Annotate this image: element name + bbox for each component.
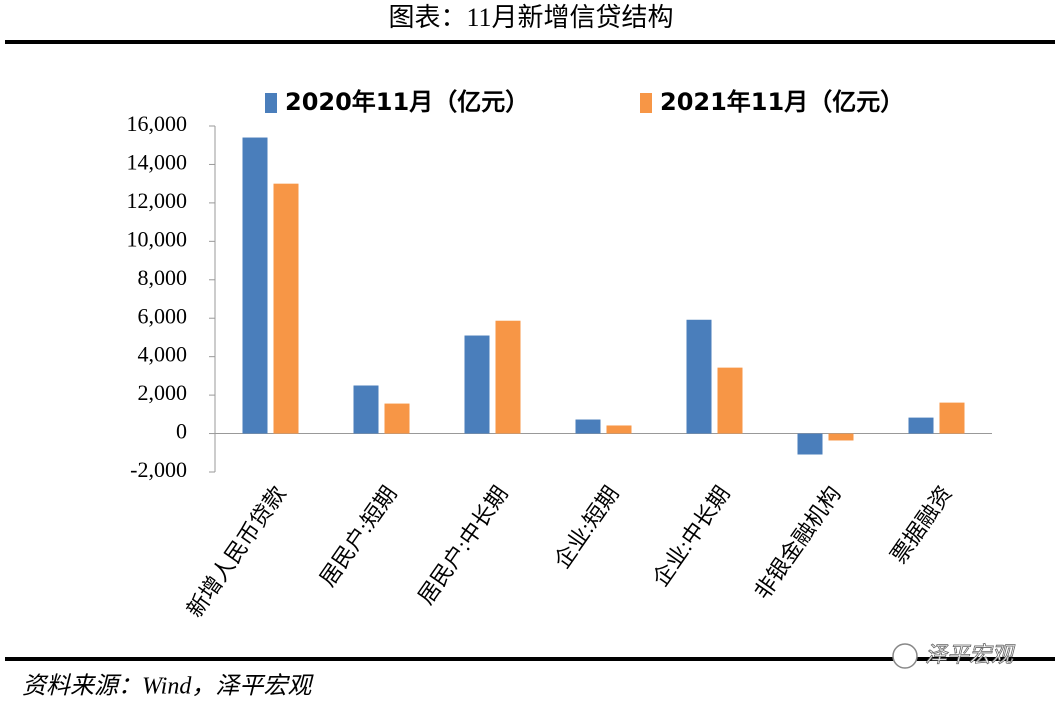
x-tick-label: 居民户:中长期	[413, 481, 513, 608]
bottom-rule	[5, 657, 1055, 661]
source-note: 资料来源：Wind，泽平宏观	[22, 673, 314, 700]
y-tick-label: -2,000	[130, 457, 187, 482]
bar	[384, 403, 410, 434]
legend-swatch	[640, 93, 652, 113]
y-tick-label: 8,000	[138, 265, 188, 290]
x-tick-label: 新增人民币贷款	[182, 481, 291, 622]
x-tick-label: 非银金融机构	[750, 481, 846, 603]
bar	[575, 419, 601, 434]
bar	[606, 425, 632, 434]
bar	[797, 433, 823, 455]
bar	[686, 319, 712, 434]
y-tick-label: 14,000	[127, 149, 188, 174]
watermark-icon	[892, 643, 918, 669]
bar	[242, 137, 268, 434]
bar	[908, 417, 934, 434]
legend-swatch	[265, 93, 277, 113]
bar	[464, 335, 490, 434]
bar	[495, 320, 521, 434]
bar	[939, 402, 965, 434]
legend-label: 2021年11月（亿元）	[660, 88, 904, 116]
x-tick-label: 票据融资	[886, 481, 957, 567]
bar	[828, 433, 854, 441]
y-tick-label: 2,000	[138, 380, 188, 405]
y-tick-label: 16,000	[127, 111, 188, 136]
bar	[273, 183, 299, 434]
top-rule	[5, 40, 1055, 44]
watermark: 泽平宏观	[925, 642, 1016, 667]
y-tick-label: 6,000	[138, 303, 188, 328]
x-tick-label: 企业:短期	[549, 481, 623, 572]
bar	[353, 385, 379, 434]
x-tick-label: 居民户:短期	[315, 481, 402, 590]
y-tick-label: 12,000	[127, 188, 188, 213]
y-tick-label: 4,000	[138, 342, 188, 367]
bar	[717, 367, 743, 434]
x-tick-label: 企业:中长期	[648, 481, 735, 590]
legend-label: 2020年11月（亿元）	[285, 88, 529, 116]
chart-title: 图表：11月新增信贷结构	[388, 3, 673, 32]
y-tick-label: 10,000	[127, 226, 188, 251]
y-tick-label: 0	[176, 419, 187, 444]
